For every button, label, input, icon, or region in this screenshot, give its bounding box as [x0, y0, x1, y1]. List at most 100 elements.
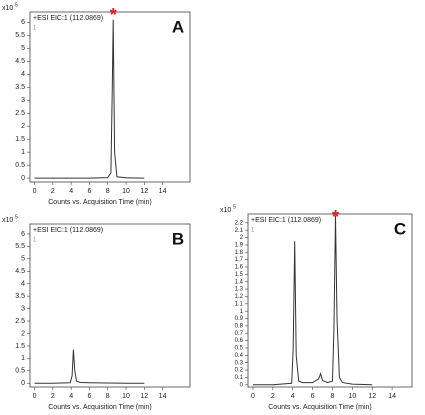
- x-tick-label: 2: [51, 393, 55, 400]
- y-tick-label: 4: [21, 71, 25, 78]
- y-tick-label: 2.5: [15, 110, 25, 117]
- y-tick-label: 0.3: [235, 360, 244, 366]
- y-scale-label: x10: [220, 207, 231, 214]
- panel-label: C: [394, 219, 406, 238]
- y-tick-label: 5: [21, 256, 25, 263]
- y-scale-exponent: 5: [15, 2, 18, 8]
- x-tick-label: 4: [69, 393, 73, 400]
- y-tick-label: 1.5: [235, 272, 244, 278]
- y-tick-label: 1.2: [235, 294, 244, 300]
- x-tick-label: 4: [291, 393, 295, 400]
- y-tick-label: 0.5: [15, 162, 25, 169]
- trace-line: [253, 215, 373, 386]
- x-tick-label: 14: [388, 393, 396, 400]
- x-axis-label: Counts vs. Acquisition Time (min): [48, 404, 151, 411]
- panel: 00.10.20.30.40.50.60.70.80.911.11.21.31.…: [220, 204, 413, 411]
- x-tick-label: 14: [159, 188, 167, 195]
- plot-frame: [29, 11, 191, 183]
- panel: 0 0.5 1 1.5 2 2.5 3 3.5 4 4.5 5 5.5 6 0 2 4 6 8 10 12 14 Coun…: [2, 2, 191, 206]
- y-tick-label: 1.5: [15, 343, 25, 350]
- trace-title: +ESI EIC:1 (112.0869): [251, 217, 321, 224]
- y-tick-label: 5.5: [15, 32, 25, 39]
- y-scale-exponent: 5: [15, 214, 18, 220]
- y-tick-label: 1: [21, 149, 25, 156]
- y-tick-label: 1: [21, 355, 25, 362]
- y-tick-label: 1.5: [15, 136, 25, 143]
- x-tick-label: 12: [140, 393, 148, 400]
- x-tick-label: 2: [51, 188, 55, 195]
- y-tick-label: 6: [21, 19, 25, 26]
- y-tick-label: 2: [240, 235, 244, 241]
- x-tick-label: 4: [69, 188, 73, 195]
- x-tick-label: 10: [122, 393, 130, 400]
- trace-label: 1: [33, 238, 37, 244]
- y-tick-label: 6: [21, 231, 25, 238]
- y-tick-label: 0.1: [235, 375, 244, 381]
- y-tick-label: 2.2: [235, 220, 244, 226]
- y-tick-label: 0.4: [235, 353, 244, 359]
- x-axis-label: Counts vs. Acquisition Time (min): [268, 404, 371, 411]
- trace-line: [34, 349, 145, 384]
- y-tick-label: 4.5: [15, 268, 25, 275]
- x-tick-label: 8: [106, 393, 110, 400]
- x-axis-label: Counts vs. Acquisition Time (min): [48, 199, 151, 206]
- trace-line: [34, 19, 145, 179]
- plot-frame: [247, 213, 413, 388]
- y-scale-label: x10: [2, 217, 13, 224]
- y-tick-label: 2.5: [15, 318, 25, 325]
- y-tick-label: 4.5: [15, 58, 25, 65]
- x-tick-label: 0: [33, 393, 37, 400]
- y-tick-label: 0.8: [235, 323, 244, 329]
- x-tick-label: 0: [251, 393, 255, 400]
- y-scale-label: x10: [2, 5, 13, 12]
- y-tick-label: 1.9: [235, 242, 244, 248]
- panel-label: A: [172, 17, 184, 36]
- plot-frame: [29, 223, 191, 388]
- x-tick-label: 12: [140, 188, 148, 195]
- y-tick-label: 1.6: [235, 265, 244, 271]
- trace-title: +ESI EIC:1 (112.0869): [33, 227, 103, 234]
- trace-title: +ESI EIC:1 (112.0869): [33, 15, 103, 22]
- panel-label: B: [172, 229, 184, 248]
- y-tick-label: 3: [21, 97, 25, 104]
- trace-label: 1: [33, 26, 37, 32]
- y-tick-label: 1.3: [235, 287, 244, 293]
- trace-label: 1: [251, 228, 255, 234]
- peak-marker: *: [110, 5, 117, 25]
- y-tick-label: 0.5: [235, 346, 244, 352]
- x-tick-label: 10: [348, 393, 356, 400]
- y-tick-label: 1: [240, 309, 244, 315]
- x-tick-label: 2: [271, 393, 275, 400]
- y-tick-label: 1.7: [235, 257, 244, 263]
- x-tick-label: 0: [33, 188, 37, 195]
- x-tick-label: 8: [331, 393, 335, 400]
- y-tick-label: 3: [21, 305, 25, 312]
- y-tick-label: 0.2: [235, 368, 244, 374]
- panel: 0 0.5 1 1.5 2 2.5 3 3.5 4 4.5 5 5.5 6 0 2 4 6 8 10 12 14 Coun…: [2, 214, 191, 411]
- y-tick-label: 0: [240, 382, 244, 388]
- y-tick-label: 5: [21, 45, 25, 52]
- y-tick-label: 0.9: [235, 316, 244, 322]
- y-tick-label: 0: [21, 380, 25, 387]
- y-tick-label: 3.5: [15, 84, 25, 91]
- x-tick-label: 14: [159, 393, 167, 400]
- y-tick-label: 2: [21, 330, 25, 337]
- y-scale-exponent: 5: [233, 204, 236, 210]
- y-tick-label: 0.5: [15, 368, 25, 375]
- x-tick-label: 6: [87, 188, 91, 195]
- x-tick-label: 10: [122, 188, 130, 195]
- y-tick-label: 0.6: [235, 338, 244, 344]
- y-tick-label: 1.4: [235, 279, 244, 285]
- y-tick-label: 5.5: [15, 243, 25, 250]
- y-tick-label: 1.1: [235, 301, 244, 307]
- x-tick-label: 8: [106, 188, 110, 195]
- y-tick-label: 2: [21, 123, 25, 130]
- x-tick-label: 6: [87, 393, 91, 400]
- y-tick-label: 3.5: [15, 293, 25, 300]
- y-tick-label: 0.7: [235, 331, 244, 337]
- y-tick-label: 1.8: [235, 250, 244, 256]
- y-tick-label: 4: [21, 281, 25, 288]
- y-tick-label: 2.1: [235, 228, 244, 234]
- peak-marker: *: [332, 207, 339, 227]
